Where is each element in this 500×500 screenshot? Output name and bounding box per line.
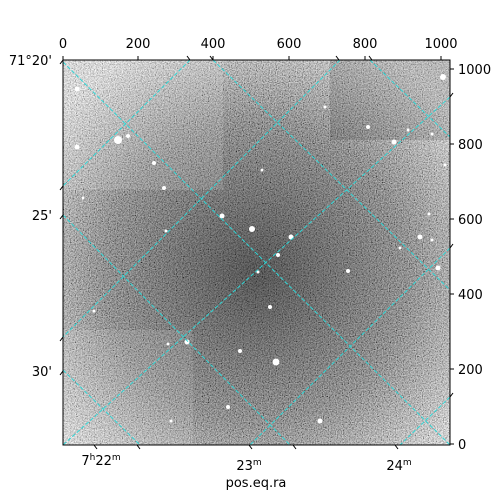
ra-tick-mark	[394, 444, 399, 450]
star	[435, 265, 441, 271]
dec-tick-mark	[449, 92, 454, 98]
star	[430, 238, 434, 242]
ra-tick-mark	[209, 55, 214, 61]
star	[406, 128, 410, 132]
top-tick-label: 1000	[424, 37, 457, 52]
dec-axis: 71°20' 25' 30'	[9, 54, 454, 398]
top-tick-label: 0	[59, 37, 67, 52]
dec-tick-mark	[59, 185, 64, 191]
dec-tick-label: 71°20'	[9, 54, 52, 69]
star	[317, 418, 323, 424]
star	[417, 234, 423, 240]
star	[443, 163, 447, 167]
grid-line	[63, 61, 450, 445]
dec-tick-label: 30'	[32, 365, 52, 380]
star	[74, 86, 80, 92]
star	[126, 134, 130, 138]
grid-line	[212, 60, 450, 291]
star	[391, 139, 397, 145]
dec-tick-mark	[59, 336, 64, 342]
ra-tick-mark	[186, 55, 191, 61]
star	[219, 213, 225, 219]
star	[323, 105, 327, 109]
grid-line	[399, 396, 450, 445]
star	[260, 168, 264, 172]
star	[440, 74, 446, 80]
ra-tick-mark	[248, 444, 253, 450]
star	[114, 136, 122, 144]
star-field	[74, 74, 447, 424]
coordinate-grid-lines	[63, 60, 450, 445]
ra-axis: 7h22m 23m 24m	[81, 55, 412, 474]
ra-tick-mark	[136, 444, 141, 450]
star	[398, 246, 402, 250]
ra-tick-mark	[368, 55, 373, 61]
star	[346, 269, 350, 273]
x-axis-label: pos.eq.ra	[226, 476, 287, 491]
star	[268, 305, 272, 309]
star	[226, 405, 230, 409]
top-pixel-axis: 0 200 400 600 800 1000	[59, 37, 458, 60]
dec-tick-mark	[59, 59, 64, 65]
star	[164, 229, 168, 233]
star	[249, 226, 255, 232]
dec-tick-mark	[449, 243, 454, 249]
star	[92, 309, 96, 313]
right-tick-label: 600	[458, 213, 483, 228]
right-tick-label: 0	[458, 438, 466, 453]
ra-tick-label: 7h22m	[81, 453, 120, 469]
ra-tick-label: 24m	[386, 458, 411, 474]
ra-tick-mark	[335, 55, 340, 61]
right-tick-label: 800	[458, 138, 483, 153]
star	[74, 144, 80, 150]
right-tick-label: 1000	[458, 63, 491, 78]
ra-tick-mark	[93, 444, 98, 450]
star	[81, 196, 85, 200]
right-pixel-axis: 0 200 400 600 800 1000	[450, 63, 491, 453]
dec-tick-mark	[59, 370, 64, 376]
grid-line	[369, 60, 450, 138]
star	[272, 358, 280, 366]
star	[152, 161, 156, 165]
star	[366, 125, 370, 129]
top-tick-label: 800	[353, 37, 378, 52]
top-tick-label: 600	[277, 37, 302, 52]
star	[184, 339, 190, 345]
sky-image	[63, 60, 450, 445]
star	[276, 253, 280, 257]
star	[430, 132, 434, 136]
star	[162, 186, 166, 190]
ra-tick-mark	[292, 444, 297, 450]
grid-line	[249, 247, 450, 445]
dec-tick-label: 25'	[32, 209, 52, 224]
star	[427, 212, 431, 216]
grid-line	[63, 60, 341, 338]
star	[238, 349, 242, 353]
plot-frame	[62, 59, 451, 446]
grid-line	[63, 96, 450, 445]
right-tick-label: 400	[458, 288, 483, 303]
right-tick-label: 200	[458, 363, 483, 378]
star	[256, 270, 260, 274]
top-tick-label: 400	[201, 37, 226, 52]
star	[166, 342, 170, 346]
top-tick-label: 200	[126, 37, 151, 52]
star	[169, 419, 173, 423]
dec-tick-mark	[449, 392, 454, 398]
ra-tick-label: 23m	[236, 458, 261, 474]
dec-tick-mark	[59, 214, 64, 220]
